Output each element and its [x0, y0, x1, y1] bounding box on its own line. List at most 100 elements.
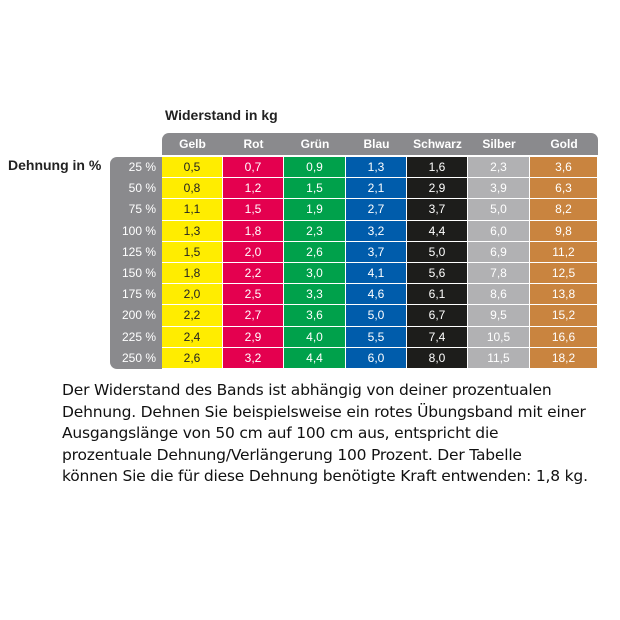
table-cell: 3,6	[530, 157, 598, 179]
table-cell: 2,6	[284, 241, 346, 263]
row-label: 100 %	[121, 223, 156, 238]
table-cell: 6,3	[530, 178, 598, 200]
column-header: Silber	[482, 137, 516, 151]
column-header: Schwarz	[413, 137, 462, 151]
table-row: 1,8 2,2 3,0 4,1 5,6 7,8 12,5	[162, 262, 598, 285]
table-cell: 10,5	[468, 326, 530, 348]
table-cell: 2,2	[223, 262, 284, 285]
table-cell: 12,5	[530, 262, 598, 285]
table-cell: 3,0	[284, 262, 346, 285]
row-label: 25 %	[128, 160, 156, 174]
table-row: 2,0 2,5 3,3 4,6 6,1 8,6 13,8	[162, 284, 598, 306]
table-cell: 5,0	[468, 199, 530, 221]
table-row: 2,2 2,7 3,6 5,0 6,7 9,5 15,2	[162, 305, 598, 327]
table-cell: 9,8	[530, 220, 598, 242]
column-header: Grün	[300, 137, 330, 151]
table-cell: 3,2	[346, 220, 407, 242]
table-cell: 8,2	[530, 199, 598, 221]
column-header: Rot	[243, 137, 264, 151]
table-cell: 2,9	[223, 326, 284, 348]
row-label: 175 %	[121, 287, 156, 302]
table-cell: 1,5	[284, 178, 346, 200]
description-line: Ausgangslänge von 50 cm auf 100 cm aus, …	[62, 424, 499, 442]
row-label: 250 %	[121, 350, 156, 365]
table-cell: 2,1	[346, 178, 407, 200]
table-cell: 6,1	[407, 284, 468, 306]
table-cell: 2,7	[346, 199, 407, 221]
table-cell: 5,0	[407, 241, 468, 263]
table-cell: 1,8	[223, 220, 284, 242]
table-cell: 5,0	[346, 305, 407, 327]
table-cell: 11,5	[468, 347, 530, 369]
table-cell: 8,0	[407, 347, 468, 369]
table-cell: 11,2	[530, 241, 598, 263]
row-label: 150 %	[121, 266, 156, 280]
row-label: 125 %	[121, 244, 156, 259]
table-row: 0,8 1,2 1,5 2,1 2,9 3,9 6,3	[162, 178, 598, 200]
description-line: Der Widerstand des Bands ist abhängig vo…	[62, 381, 552, 399]
table-cell: 3,9	[468, 178, 530, 200]
table-cell: 1,2	[223, 178, 284, 200]
description-line: prozentuale Dehnung/Verlängerung 100 Pro…	[62, 445, 522, 464]
table-cell: 18,2	[530, 347, 598, 369]
table-row: 2,4 2,9 4,0 5,5 7,4 10,5 16,6	[162, 326, 598, 348]
row-label: 225 %	[121, 329, 156, 344]
table-cell: 4,6	[346, 284, 407, 306]
description-line: können Sie die für diese Dehnung benötig…	[62, 467, 588, 485]
table-cell: 15,2	[530, 305, 598, 327]
table-cell: 2,7	[223, 305, 284, 327]
table-cell: 7,8	[468, 262, 530, 285]
table-cell: 2,6	[162, 347, 223, 369]
table-cell: 2,9	[407, 178, 468, 200]
table-cell: 7,4	[407, 326, 468, 348]
table-cell: 0,5	[162, 157, 223, 179]
table-cell: 6,9	[468, 241, 530, 263]
table-cell: 1,8	[162, 262, 223, 285]
table-cell: 1,3	[162, 220, 223, 242]
table-cell: 0,7	[223, 157, 284, 179]
table-cell: 5,5	[346, 326, 407, 348]
table-row: 0,5 0,7 0,9 1,3 1,6 2,3 3,6	[162, 157, 598, 179]
table-cell: 0,9	[284, 157, 346, 179]
table-cell: 2,0	[223, 241, 284, 263]
table-title: Widerstand in kg	[165, 107, 278, 123]
table-cell: 16,6	[530, 326, 598, 348]
table-cell: 9,5	[468, 305, 530, 327]
table-cell: 4,0	[284, 326, 346, 348]
column-header: Gold	[550, 137, 578, 151]
table-cell: 2,2	[162, 305, 223, 327]
table-cell: 8,6	[468, 284, 530, 306]
table-cell: 4,1	[346, 262, 407, 285]
column-header: Gelb	[179, 137, 206, 151]
table-cell: 3,6	[284, 305, 346, 327]
row-label: 200 %	[121, 308, 156, 323]
description-line: Dehnung. Dehnen Sie beispielsweise ein r…	[62, 402, 586, 421]
table-cell: 1,5	[223, 199, 284, 221]
table-cell: 6,0	[346, 347, 407, 369]
table-cell: 2,5	[223, 284, 284, 306]
description: Der Widerstand des Bands ist abhängig vo…	[62, 380, 602, 488]
table-cell: 0,8	[162, 178, 223, 200]
column-header: Blau	[363, 137, 390, 151]
table-cell: 3,3	[284, 284, 346, 306]
row-axis-label: Dehnung in %	[8, 157, 102, 173]
table-row: 2,6 3,2 4,4 6,0 8,0 11,5 18,2	[162, 347, 598, 369]
row-label: 50 %	[128, 181, 156, 196]
table-cell: 4,4	[407, 220, 468, 242]
table-cell: 3,7	[346, 241, 407, 263]
table-cell: 1,6	[407, 157, 468, 179]
table-cell: 1,1	[162, 199, 223, 221]
table-cell: 5,6	[407, 262, 468, 285]
table-cell: 3,2	[223, 347, 284, 369]
column-header-row: Gelb Rot Grün Blau Schwarz Silber Gold	[162, 133, 598, 155]
table-cell: 1,5	[162, 241, 223, 263]
resistance-table: 0,5 0,7 0,9 1,3 1,6 2,3 3,6 0,8 1,2 1,5 2,1 2,9 3,9 6…	[162, 157, 598, 369]
row-label: 75 %	[128, 202, 156, 217]
table-cell: 3,7	[407, 199, 468, 221]
table-cell: 1,3	[346, 157, 407, 179]
table-row: 1,5 2,0 2,6 3,7 5,0 6,9 11,2	[162, 241, 598, 263]
table-cell: 13,8	[530, 284, 598, 306]
table-cell: 2,0	[162, 284, 223, 306]
table-cell: 1,9	[284, 199, 346, 221]
table-row: 1,3 1,8 2,3 3,2 4,4 6,0 9,8	[162, 220, 598, 242]
